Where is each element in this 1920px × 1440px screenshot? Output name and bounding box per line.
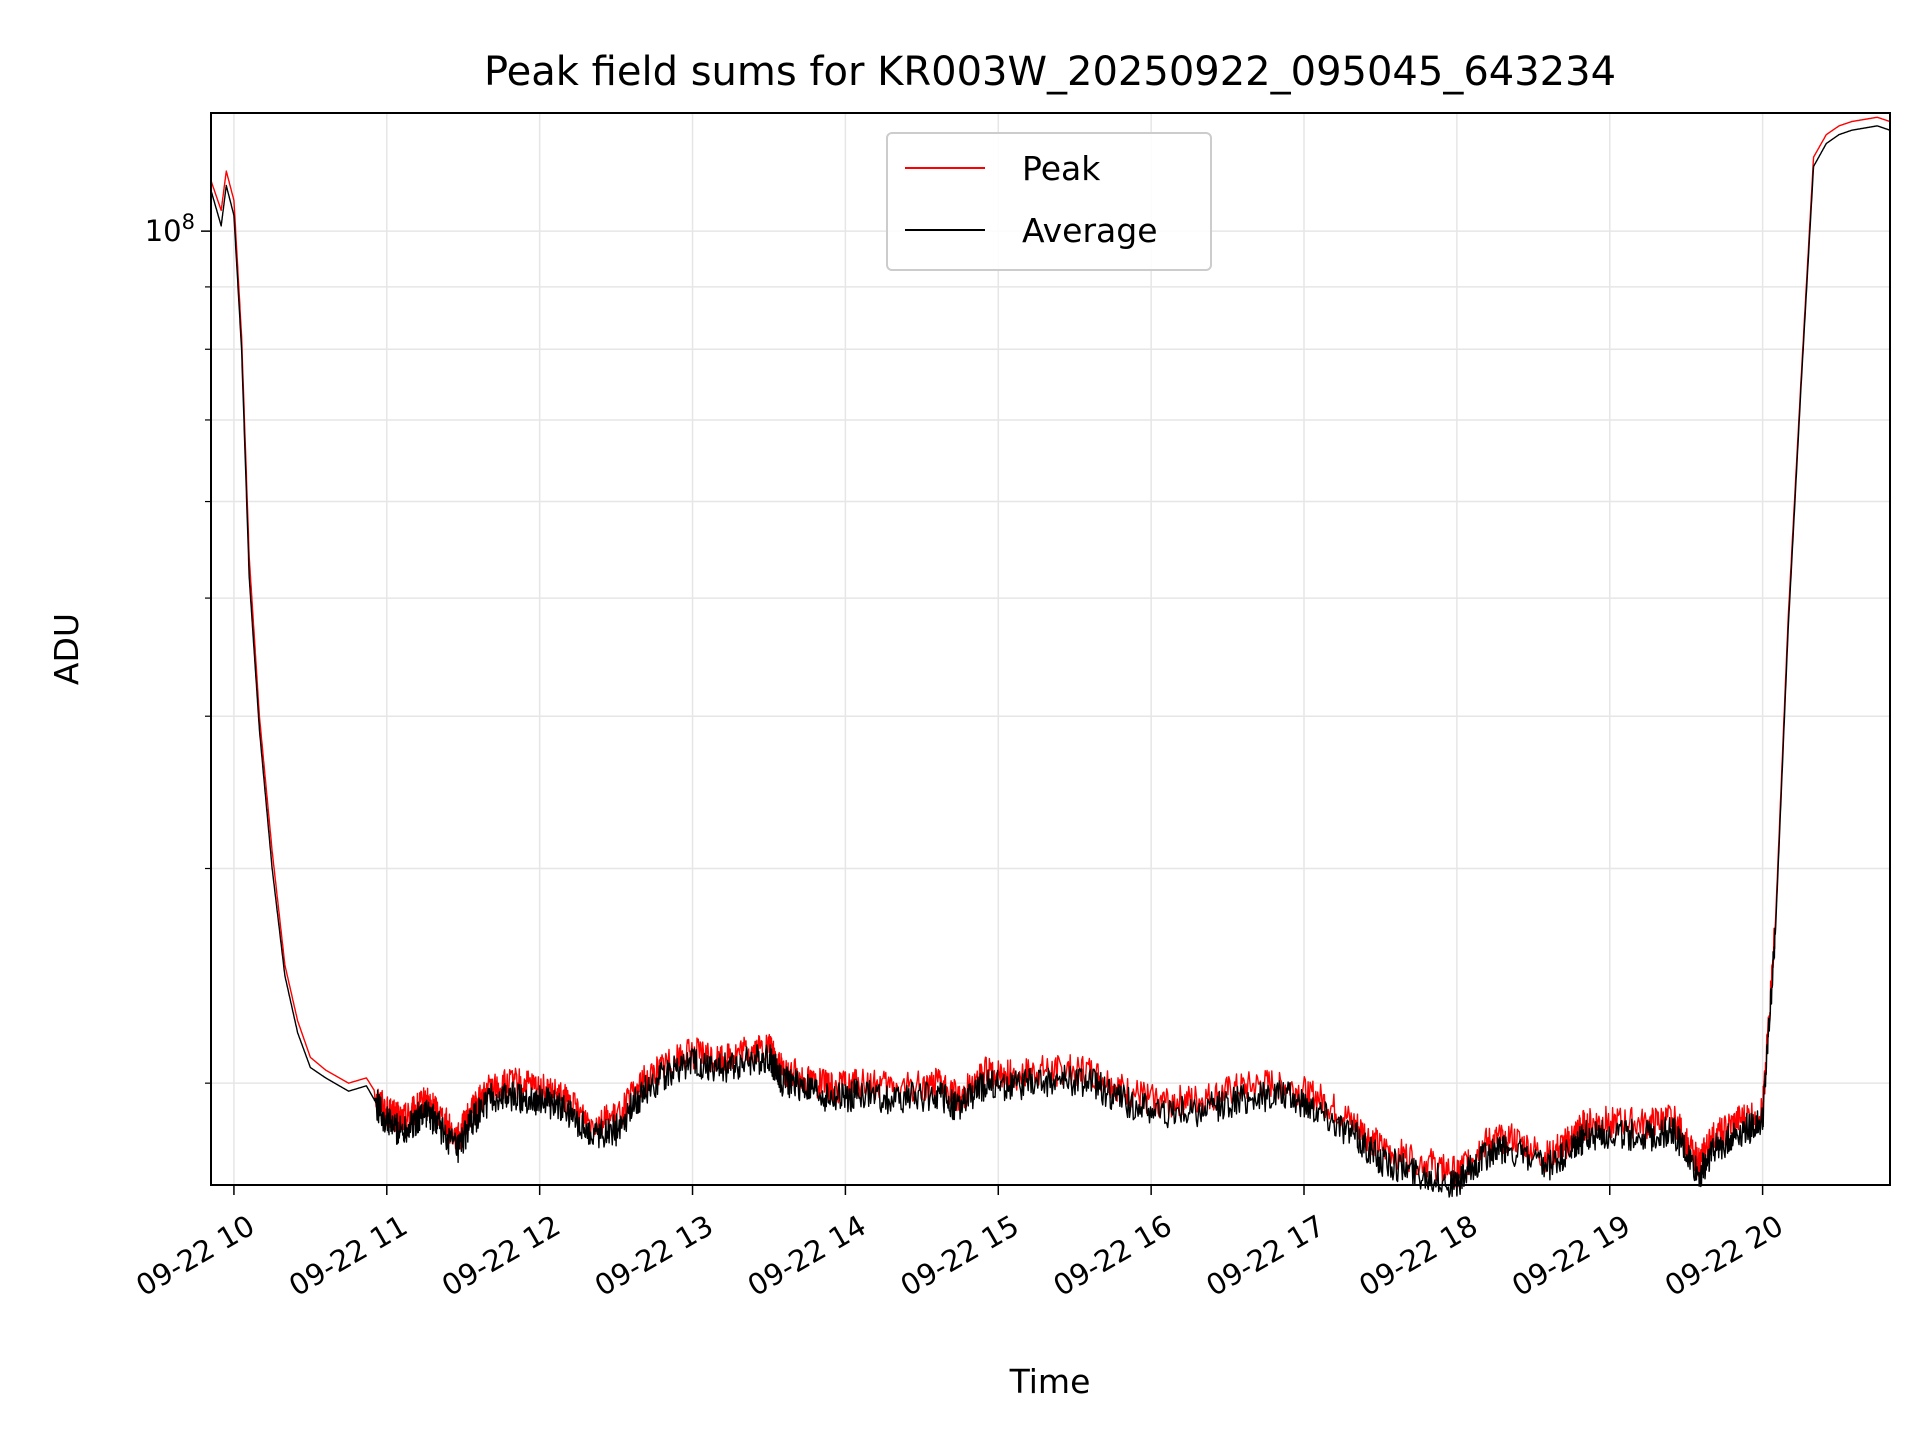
legend[interactable]: Peak Average <box>886 132 1212 271</box>
plot-frame <box>210 112 1891 1186</box>
y-axis-label: ADU <box>47 613 86 685</box>
legend-average-label: Average <box>1022 211 1158 250</box>
series-layer <box>210 116 1891 1198</box>
y-axis: 108 <box>145 210 211 1084</box>
y-tick-label: 108 <box>145 210 195 248</box>
chart-title: Peak field sums for KR003W_20250922_0950… <box>484 49 1616 95</box>
x-axis-label: Time <box>1009 1362 1091 1401</box>
grid-layer <box>211 113 1890 1185</box>
legend-peak-label: Peak <box>1022 149 1101 188</box>
series-line-average <box>210 125 1891 1198</box>
